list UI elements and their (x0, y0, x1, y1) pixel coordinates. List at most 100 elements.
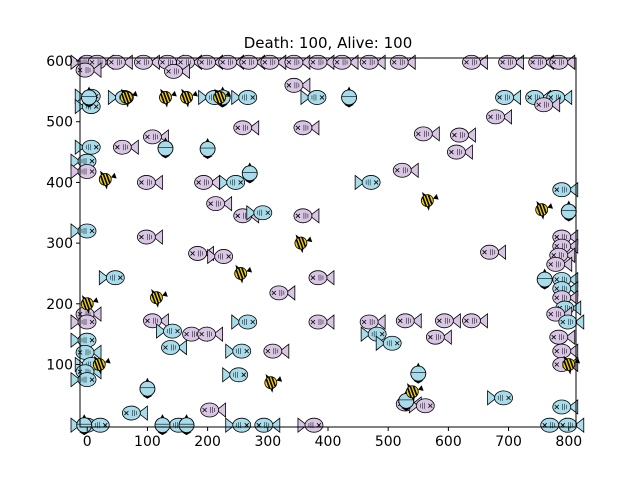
pufferfish-marker (560, 200, 577, 222)
y-tick-label: 100 (46, 357, 73, 373)
fish-marker (487, 390, 513, 406)
x-axis: 0 100 200 300 400 500 600 700 800 (83, 427, 582, 450)
chart-title: Death: 100, Alive: 100 (244, 34, 413, 52)
fish-marker (395, 312, 422, 329)
x-tick-label: 600 (435, 434, 462, 450)
y-tick-label: 300 (46, 236, 73, 252)
y-tick-label: 500 (46, 115, 73, 131)
fish-marker (137, 229, 163, 245)
pufferfish-marker (199, 138, 216, 160)
fish-marker (219, 174, 246, 191)
angelfish-marker (150, 289, 168, 308)
fish-marker (137, 174, 163, 191)
fish-marker (354, 174, 381, 191)
fish-marker (269, 285, 296, 301)
fish-marker (70, 314, 97, 330)
fish-marker (549, 329, 576, 345)
fish-marker (246, 204, 273, 221)
fish-marker (164, 63, 190, 80)
pufferfish-marker (139, 377, 156, 399)
angelfish-marker (159, 88, 177, 108)
x-tick-label: 100 (134, 434, 161, 450)
fish-marker (284, 77, 311, 94)
fish-marker (156, 323, 182, 339)
fish-marker (70, 223, 97, 239)
x-tick-label: 800 (555, 434, 582, 450)
fish-marker (98, 269, 125, 286)
fish-marker (75, 62, 102, 78)
fish-marker (231, 89, 258, 106)
fish-marker (75, 344, 102, 361)
x-tick-label: 700 (495, 434, 522, 450)
y-tick-label: 400 (46, 175, 73, 191)
fish-marker (297, 417, 324, 433)
angelfish-marker (405, 383, 424, 402)
angelfish-marker (264, 373, 283, 393)
fish-marker (121, 405, 148, 421)
pufferfish-marker (410, 362, 427, 384)
angelfish-marker (535, 201, 554, 220)
angelfish-marker (98, 170, 117, 190)
fish-marker (284, 54, 311, 71)
x-tick-label: 300 (254, 434, 281, 450)
angelfish-marker (294, 234, 313, 254)
fish-marker (308, 269, 335, 286)
fish-marker (222, 366, 249, 383)
y-axis: 100 200 300 400 500 600 (46, 54, 80, 373)
x-tick-label: 0 (83, 434, 92, 450)
angelfish-marker (213, 88, 232, 108)
fish-marker (70, 163, 97, 180)
fish-marker (558, 417, 585, 433)
pufferfish-marker (241, 162, 258, 184)
fish-marker (549, 54, 576, 71)
angelfish-marker (119, 88, 138, 108)
fish-marker (359, 54, 386, 71)
y-tick-label: 600 (46, 54, 73, 70)
pufferfish-marker (81, 86, 97, 108)
fish-marker (425, 329, 452, 345)
y-tick-label: 200 (46, 297, 73, 313)
x-tick-label: 400 (315, 434, 342, 450)
plot-area (70, 54, 585, 436)
fish-marker (106, 54, 133, 71)
fish-marker (293, 119, 320, 136)
fish-marker (134, 54, 160, 71)
fish-marker (332, 54, 359, 71)
fish-marker (231, 314, 258, 330)
x-tick-label: 500 (375, 434, 402, 450)
fish-marker (112, 139, 139, 156)
fish-marker (392, 162, 419, 179)
pufferfish-marker (157, 137, 174, 159)
fish-marker (498, 54, 524, 71)
fish-marker (263, 343, 290, 359)
angelfish-marker (234, 264, 253, 284)
pufferfish-marker (341, 86, 358, 108)
fish-marker (534, 96, 561, 113)
fish-marker (74, 139, 101, 156)
fish-marker (447, 144, 473, 160)
pufferfish-marker (536, 268, 553, 290)
fish-marker (233, 119, 260, 136)
data-marks (70, 54, 585, 436)
fish-marker (389, 54, 416, 71)
angelfish-marker (92, 355, 111, 375)
angelfish-marker (80, 295, 99, 314)
fish-marker (308, 314, 335, 330)
fish-marker (293, 207, 320, 224)
pufferfish-marker (178, 414, 195, 436)
fish-marker (161, 339, 187, 356)
angelfish-marker (180, 88, 198, 108)
fish-marker (495, 89, 521, 106)
fish-marker (197, 326, 224, 342)
fish-marker (194, 174, 221, 191)
angelfish-marker (420, 191, 439, 211)
x-tick-label: 200 (194, 434, 221, 450)
fish-marker (70, 153, 97, 169)
fish-marker (300, 89, 327, 106)
fish-marker (450, 127, 476, 143)
fish-marker (359, 314, 386, 330)
fish-marker (375, 335, 402, 352)
fish-marker (207, 248, 234, 265)
fish-marker (206, 195, 233, 212)
